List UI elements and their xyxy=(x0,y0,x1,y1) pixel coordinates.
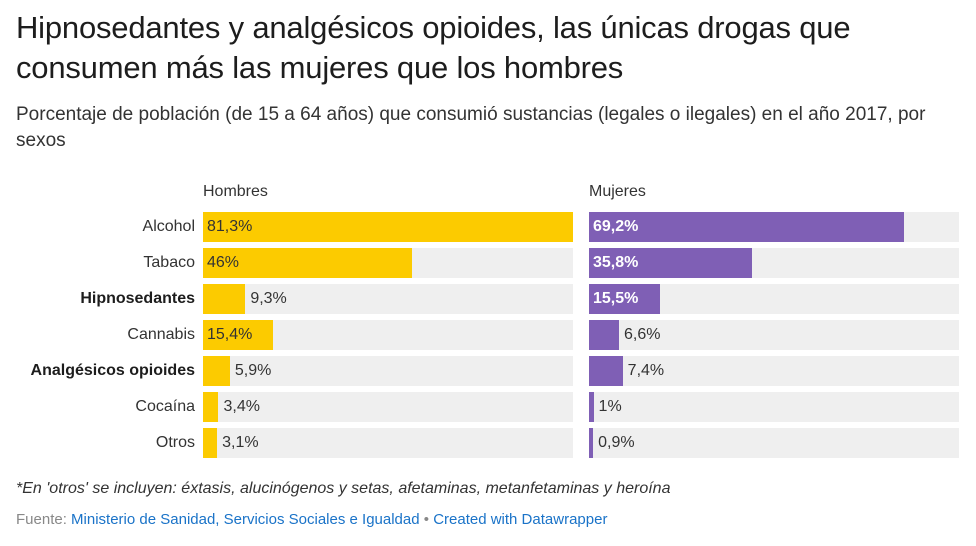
category-label: Cocaína xyxy=(135,398,195,415)
value-label-mujeres: 69,2% xyxy=(593,218,639,235)
bar-hombres xyxy=(203,284,246,314)
datawrapper-credit-link[interactable]: Created with Datawrapper xyxy=(433,511,608,528)
value-label-mujeres: 0,9% xyxy=(598,434,635,451)
panel-label-hombres: Hombres xyxy=(203,183,268,200)
value-label-mujeres: 1% xyxy=(598,398,622,415)
bar-hombres xyxy=(203,212,573,242)
category-label: Cannabis xyxy=(127,326,195,343)
value-label-hombres: 5,9% xyxy=(234,362,272,379)
bar-track-hombres xyxy=(203,428,573,458)
source-link[interactable]: Ministerio de Sanidad, Servicios Sociale… xyxy=(71,511,420,528)
bar-track-hombres xyxy=(203,356,573,386)
value-label-mujeres: 35,8% xyxy=(593,254,639,271)
value-label-hombres: 81,3% xyxy=(207,218,253,235)
category-label: Otros xyxy=(155,434,195,451)
bar-mujeres xyxy=(589,356,623,386)
panel-label-mujeres: Mujeres xyxy=(589,183,646,200)
bar-mujeres xyxy=(589,212,904,242)
value-label-hombres: 3,4% xyxy=(223,398,260,415)
bar-mujeres xyxy=(589,428,594,458)
bar-mujeres xyxy=(589,320,620,350)
chart-footer: Fuente: Ministerio de Sanidad, Servicios… xyxy=(16,511,607,528)
value-label-mujeres: 6,6% xyxy=(624,326,661,343)
bar-hombres xyxy=(203,392,219,422)
bar-mujeres xyxy=(589,392,594,422)
bar-track-mujeres xyxy=(589,392,959,422)
bar-track-mujeres xyxy=(589,428,959,458)
value-label-hombres: 15,4% xyxy=(207,326,253,343)
source-label: Fuente: xyxy=(16,511,67,528)
bar-track-hombres xyxy=(203,284,573,314)
bar-track-mujeres xyxy=(589,356,959,386)
bar-hombres xyxy=(203,248,413,278)
value-label-hombres: 3,1% xyxy=(222,434,259,451)
bar-track-mujeres xyxy=(589,320,959,350)
value-label-mujeres: 7,4% xyxy=(627,362,665,379)
chart-title: Hipnosedantes y analgésicos opioides, la… xyxy=(16,10,851,85)
footer-separator: • xyxy=(423,511,430,528)
value-label-mujeres: 15,5% xyxy=(593,290,639,307)
value-label-hombres: 9,3% xyxy=(250,290,287,307)
category-label: Alcohol xyxy=(142,218,195,235)
bar-hombres xyxy=(203,428,218,458)
category-label: Analgésicos opioides xyxy=(30,362,195,379)
bar-hombres xyxy=(203,356,230,386)
value-label-hombres: 46% xyxy=(207,254,240,271)
chart-note: *En 'otros' se incluyen: éxtasis, alucin… xyxy=(16,480,671,497)
category-label: Hipnosedantes xyxy=(80,290,195,307)
chart-subtitle: Porcentaje de población (de 15 a 64 años… xyxy=(16,104,926,151)
bar-track-hombres xyxy=(203,392,573,422)
bar-mujeres xyxy=(589,248,752,278)
bar-hombres xyxy=(203,320,274,350)
bar-mujeres xyxy=(589,284,660,314)
category-label: Tabaco xyxy=(143,254,195,271)
